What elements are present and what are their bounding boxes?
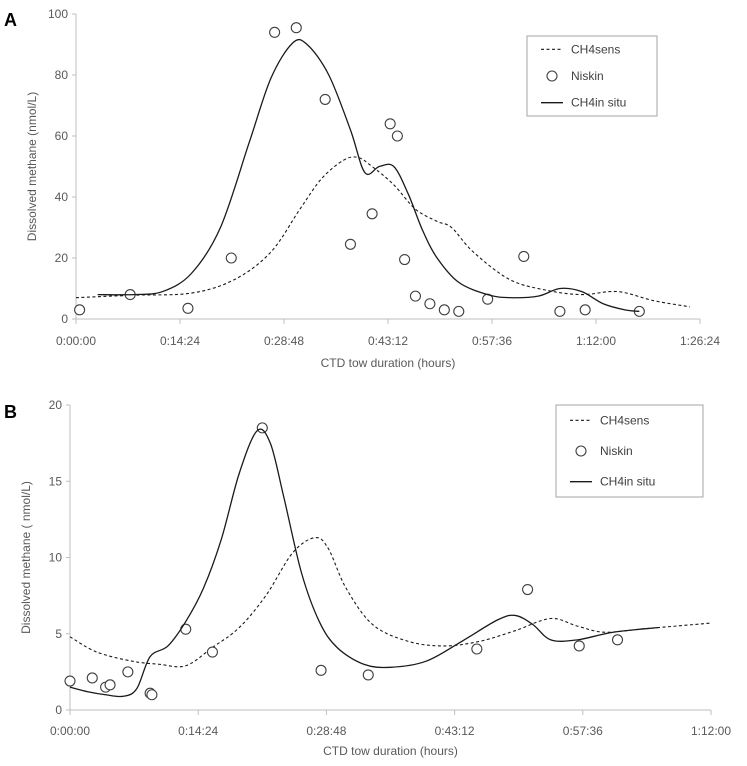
legend-label-niskin: Niskin	[600, 444, 633, 458]
y-tick-label: 0	[55, 703, 62, 717]
legend-label-sens: CH4sens	[600, 413, 649, 427]
x-tick-label: 0:28:48	[306, 724, 346, 738]
legend-swatch-niskin	[546, 70, 558, 82]
legend-label-sens: CH4sens	[571, 42, 620, 56]
legend-label-insitu: CH4in situ	[571, 96, 626, 110]
niskin-marker	[391, 130, 403, 142]
niskin-marker	[74, 304, 86, 316]
x-tick-label: 1:12:00	[576, 334, 616, 348]
niskin-marker	[471, 643, 483, 655]
niskin-marker	[104, 679, 116, 691]
y-tick-label: 10	[49, 551, 63, 565]
x-tick-label: 0:43:12	[368, 334, 408, 348]
niskin-marker	[225, 252, 237, 264]
y-tick-label: 20	[49, 398, 63, 412]
y-axis-label: Dissolved methane ( nmol/L)	[19, 481, 33, 634]
niskin-marker	[315, 664, 327, 676]
y-tick-label: 40	[55, 190, 69, 204]
niskin-marker	[522, 583, 534, 596]
niskin-marker	[362, 669, 374, 681]
niskin-marker	[64, 675, 76, 687]
legend-swatch-niskin	[575, 445, 587, 457]
y-tick-label: 5	[55, 627, 62, 641]
legend: CH4sens Niskin CH4in situ	[555, 404, 704, 498]
x-tick-label: 0:43:12	[435, 724, 475, 738]
niskin-marker	[554, 305, 566, 317]
y-tick-label: 60	[55, 129, 69, 143]
legend: CH4sens Niskin CH4in situ	[526, 35, 658, 117]
niskin-marker	[206, 646, 218, 658]
niskin-marker	[182, 302, 194, 314]
niskin-marker	[256, 422, 268, 434]
chart-panel-a: A 0 20 40 60 80 100 0:00:00 0:14:24 0:28:48 0:43:1…	[4, 7, 720, 370]
niskin-marker	[518, 250, 530, 263]
niskin-marker	[424, 298, 436, 310]
ch4insitu-line	[69, 428, 658, 698]
x-tick-label: 0:00:00	[50, 724, 90, 738]
x-tick-label: 0:57:36	[472, 334, 512, 348]
niskin-marker	[290, 22, 302, 34]
panel-letter: A	[4, 10, 17, 30]
niskin-marker	[366, 208, 378, 220]
niskin-marker	[122, 666, 134, 678]
niskin-marker	[573, 640, 585, 652]
niskin-marker	[611, 634, 624, 646]
niskin-marker	[146, 689, 158, 701]
y-tick-label: 100	[48, 7, 68, 21]
niskin-marker	[409, 290, 421, 302]
niskin-marker	[399, 253, 411, 266]
niskin-marker	[180, 623, 192, 635]
ch4sens-line	[75, 156, 690, 308]
panel-letter: B	[4, 402, 17, 422]
x-axis-label: CTD tow duration (hours)	[323, 744, 458, 758]
y-tick-label: 20	[55, 251, 69, 265]
x-tick-label: 1:26:24	[680, 334, 720, 348]
x-tick-label: 0:28:48	[264, 334, 304, 348]
x-tick-label: 0:57:36	[563, 724, 603, 738]
chart-panel-b: B 0 5 10 15 20 0:00:00 0:14:24 0:28:48 0:43:12 0:5…	[4, 398, 731, 758]
legend-label-niskin: Niskin	[571, 69, 604, 83]
niskin-marker	[579, 304, 591, 316]
x-tick-label: 0:00:00	[56, 334, 96, 348]
ch4sens-line	[69, 537, 712, 668]
niskin-marker	[453, 305, 465, 317]
x-tick-label: 0:14:24	[178, 724, 218, 738]
y-tick-label: 0	[61, 312, 68, 326]
niskin-marker	[384, 118, 396, 130]
niskin-marker	[438, 304, 450, 316]
ch4insitu-line	[97, 38, 640, 313]
y-tick-label: 80	[55, 68, 69, 82]
niskin-marker	[319, 93, 331, 105]
y-axis-label: Dissolved methane (nmol/L)	[25, 92, 39, 241]
niskin-marker	[269, 26, 281, 38]
x-tick-label: 0:14:24	[160, 334, 200, 348]
x-tick-label: 1:12:00	[691, 724, 731, 738]
x-axis-label: CTD tow duration (hours)	[321, 356, 456, 370]
niskin-marker	[344, 238, 356, 250]
y-tick-label: 15	[49, 474, 63, 488]
niskin-marker	[86, 672, 98, 684]
legend-label-insitu: CH4in situ	[600, 475, 655, 489]
